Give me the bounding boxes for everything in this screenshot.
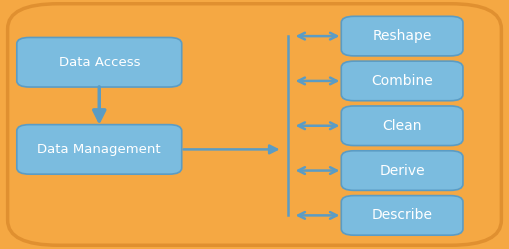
FancyBboxPatch shape xyxy=(17,38,182,87)
Text: Describe: Describe xyxy=(372,208,433,222)
Text: Data Access: Data Access xyxy=(59,56,140,69)
FancyBboxPatch shape xyxy=(17,125,182,174)
FancyBboxPatch shape xyxy=(341,16,463,56)
Text: Clean: Clean xyxy=(382,119,422,133)
Text: Data Management: Data Management xyxy=(38,143,161,156)
Text: Reshape: Reshape xyxy=(373,29,432,43)
FancyBboxPatch shape xyxy=(341,61,463,101)
FancyBboxPatch shape xyxy=(8,4,501,245)
FancyBboxPatch shape xyxy=(341,106,463,145)
Text: Combine: Combine xyxy=(371,74,433,88)
FancyBboxPatch shape xyxy=(341,196,463,235)
Text: Derive: Derive xyxy=(379,164,425,178)
FancyBboxPatch shape xyxy=(341,151,463,190)
